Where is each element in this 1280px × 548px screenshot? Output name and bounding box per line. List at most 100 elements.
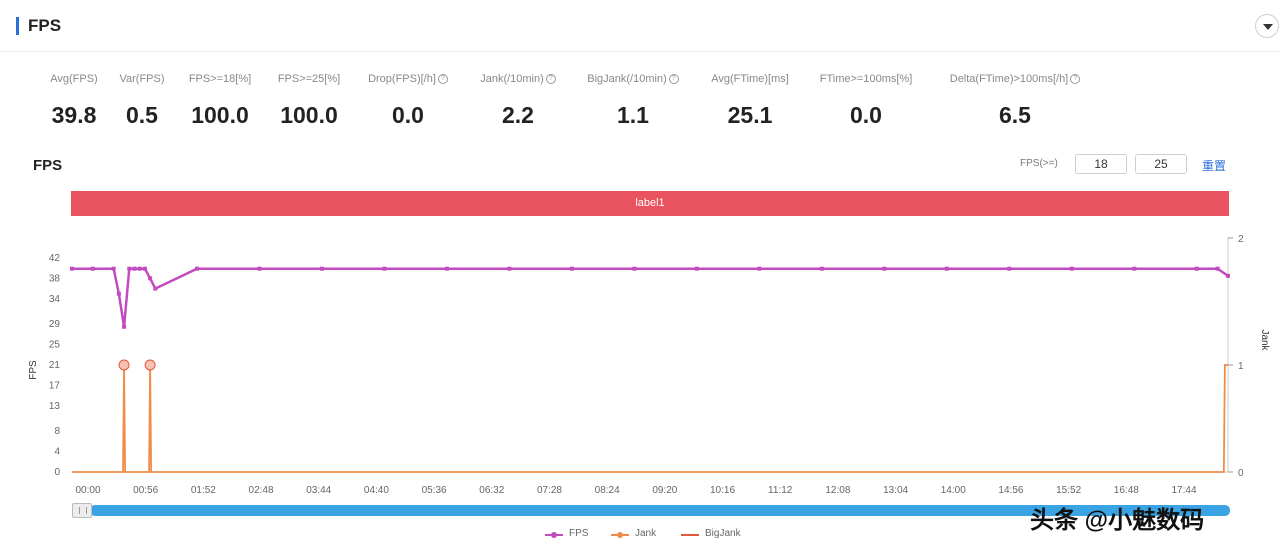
panel-header: FPS — [0, 0, 1280, 52]
metric-ftime-100: FTime>=100ms[%] 0.0 — [806, 70, 926, 129]
threshold-high-input[interactable] — [1135, 154, 1187, 174]
time-range-slider[interactable] — [72, 503, 1230, 518]
x-tick-label: 14:56 — [998, 485, 1023, 496]
x-tick-label: 12:08 — [825, 485, 850, 496]
y-tick-label: 0 — [54, 467, 60, 478]
bigjank-marker — [144, 359, 156, 371]
watermark: 头条 @小魅数码 — [1030, 507, 1205, 534]
metric-drop-fps: Drop(FPS)[/h]? 0.0 — [355, 70, 461, 129]
info-icon[interactable]: ? — [1070, 74, 1081, 85]
legend-marker — [551, 532, 557, 538]
x-tick-label: 01:52 — [191, 485, 216, 496]
fps-point — [1007, 266, 1012, 271]
metric-jank: Jank(/10min)? 2.2 — [466, 70, 570, 129]
metric-avg-fps: Avg(FPS) 39.8 — [36, 70, 112, 129]
y-tick-label: 29 — [49, 319, 61, 330]
metric-value: 0.0 — [392, 102, 424, 128]
slider-handle[interactable] — [72, 503, 92, 518]
fps-point — [882, 266, 887, 271]
y-tick-label: 38 — [49, 273, 61, 284]
threshold-label: FPS(>=) — [1020, 158, 1058, 169]
x-tick-label: 02:48 — [249, 485, 274, 496]
fps-point — [444, 266, 449, 271]
fps-point — [1132, 266, 1137, 271]
metric-label: Var(FPS) — [119, 73, 165, 85]
fps-point — [569, 266, 574, 271]
fps-point — [757, 266, 762, 271]
x-tick-label: 13:04 — [883, 485, 908, 496]
fps-point — [632, 266, 637, 271]
x-tick-label: 06:32 — [479, 485, 504, 496]
legend-marker — [617, 532, 623, 538]
x-tick-label: 03:44 — [306, 485, 331, 496]
legend-line — [681, 534, 699, 536]
metric-fps-18: FPS>=18[%] 100.0 — [176, 70, 264, 129]
fps-point — [819, 266, 824, 271]
metric-label: Jank(/10min)? — [466, 70, 570, 88]
slider-track[interactable] — [90, 505, 1230, 516]
x-tick-label: 00:00 — [75, 485, 100, 496]
fps-point — [90, 266, 95, 271]
fps-point — [194, 266, 199, 271]
fps-point — [319, 266, 324, 271]
metric-value: 0.5 — [126, 102, 158, 128]
metric-label: Delta(FTime)>100ms[/h]? — [933, 70, 1097, 88]
metric-value: 6.5 — [999, 102, 1031, 128]
fps-point — [148, 276, 153, 281]
metric-value: 0.0 — [850, 102, 882, 128]
reset-link[interactable]: 重置 — [1202, 159, 1227, 173]
y-tick-label: 17 — [49, 380, 61, 391]
y2-axis-label: Jank — [1259, 329, 1270, 351]
fps-point — [1069, 266, 1074, 271]
label-bar[interactable]: label1 — [71, 191, 1229, 216]
y-tick-label: 42 — [49, 253, 61, 264]
info-icon[interactable]: ? — [437, 74, 448, 85]
x-tick-label: 07:28 — [537, 485, 562, 496]
threshold-low-input[interactable] — [1075, 154, 1127, 174]
panel-title: FPS — [28, 16, 62, 35]
info-icon[interactable]: ? — [668, 74, 679, 85]
jank-series-line — [72, 364, 1228, 473]
x-tick-label: 08:24 — [595, 485, 620, 496]
fps-point — [507, 266, 512, 271]
x-tick-label: 00:56 — [133, 485, 158, 496]
y-tick-label: 25 — [49, 340, 61, 351]
metric-value: 25.1 — [727, 102, 773, 128]
metric-bigjank: BigJank(/10min)? 1.1 — [574, 70, 692, 129]
header-accent-bar — [16, 17, 19, 35]
x-tick-label: 15:52 — [1056, 485, 1081, 496]
collapse-button[interactable] — [1255, 14, 1279, 38]
fps-point — [137, 266, 142, 271]
metric-label: FTime>=100ms[%] — [819, 73, 913, 85]
fps-point — [132, 266, 137, 271]
x-tick-label: 05:36 — [422, 485, 447, 496]
metric-var-fps: Var(FPS) 0.5 — [112, 70, 172, 129]
y2-tick-label: 2 — [1238, 234, 1244, 245]
y2-tick-label: 1 — [1238, 361, 1244, 372]
metric-label: FPS>=25[%] — [277, 73, 341, 85]
x-tick-label: 10:16 — [710, 485, 735, 496]
metric-fps-25: FPS>=25[%] 100.0 — [265, 70, 353, 129]
metric-label: Drop(FPS)[/h]? — [355, 70, 461, 88]
fps-point — [694, 266, 699, 271]
metric-label: Avg(FPS) — [50, 73, 98, 85]
fps-point — [116, 291, 121, 296]
fps-point — [1226, 273, 1230, 278]
fps-point — [70, 266, 74, 271]
x-tick-label: 17:44 — [1171, 485, 1196, 496]
metric-label: FPS>=18[%] — [188, 73, 252, 85]
x-tick-label: 16:48 — [1114, 485, 1139, 496]
info-icon[interactable]: ? — [545, 74, 556, 85]
bigjank-marker — [118, 359, 130, 371]
fps-point — [1194, 266, 1199, 271]
fps-point — [111, 266, 116, 271]
metric-value: 39.8 — [51, 102, 97, 128]
fps-point — [122, 324, 127, 329]
y-axis-label: FPS — [28, 360, 39, 380]
metric-label: Avg(FTime)[ms] — [711, 73, 789, 85]
legend-label: BigJank — [705, 528, 741, 539]
legend-label: Jank — [635, 528, 657, 539]
metric-delta-ftime: Delta(FTime)>100ms[/h]? 6.5 — [933, 70, 1097, 129]
y-tick-label: 8 — [54, 426, 60, 437]
fps-point — [153, 286, 158, 291]
